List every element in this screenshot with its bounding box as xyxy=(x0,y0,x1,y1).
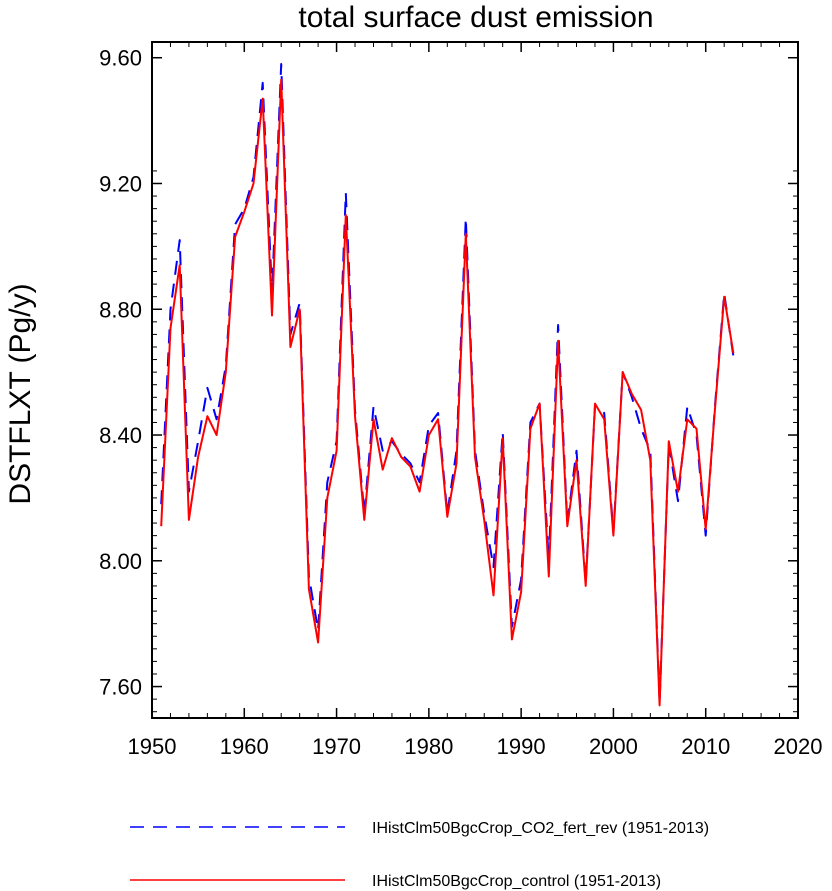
x-tick-label: 1990 xyxy=(497,734,546,759)
series-line-1 xyxy=(160,63,735,704)
y-tick-label: 7.60 xyxy=(99,675,142,700)
series-lines xyxy=(160,63,735,707)
y-axis-label: DSTFLXT (Pg/y) xyxy=(4,283,37,504)
legend-label-2: IHistClm50BgcCrop_control (1951-2013) xyxy=(372,873,661,890)
axis-ticks: 1950 1960 1970 1980 1990 2000 2010 2020 7.60 8.00… xyxy=(99,42,822,759)
chart-title: total surface dust emission xyxy=(298,1,653,34)
x-tick-label: 2020 xyxy=(774,734,823,759)
x-tick-label: 2010 xyxy=(681,734,730,759)
legend-label-1: IHistClm50BgcCrop_CO2_fert_rev (1951-201… xyxy=(372,820,709,837)
y-tick-label: 8.40 xyxy=(99,423,142,448)
x-tick-label: 2000 xyxy=(589,734,638,759)
x-tick-label: 1950 xyxy=(128,734,177,759)
x-tick-label: 1980 xyxy=(404,734,453,759)
x-tick-label: 1960 xyxy=(220,734,269,759)
series-line-2 xyxy=(160,78,735,707)
y-tick-label: 9.60 xyxy=(99,46,142,71)
y-tick-label: 9.20 xyxy=(99,171,142,196)
plot-frame xyxy=(151,41,799,719)
y-tick-label: 8.80 xyxy=(99,297,142,322)
legend: IHistClm50BgcCrop_CO2_fert_rev (1951-201… xyxy=(130,820,709,890)
x-tick-label: 1970 xyxy=(312,734,361,759)
y-tick-label: 8.00 xyxy=(99,549,142,574)
